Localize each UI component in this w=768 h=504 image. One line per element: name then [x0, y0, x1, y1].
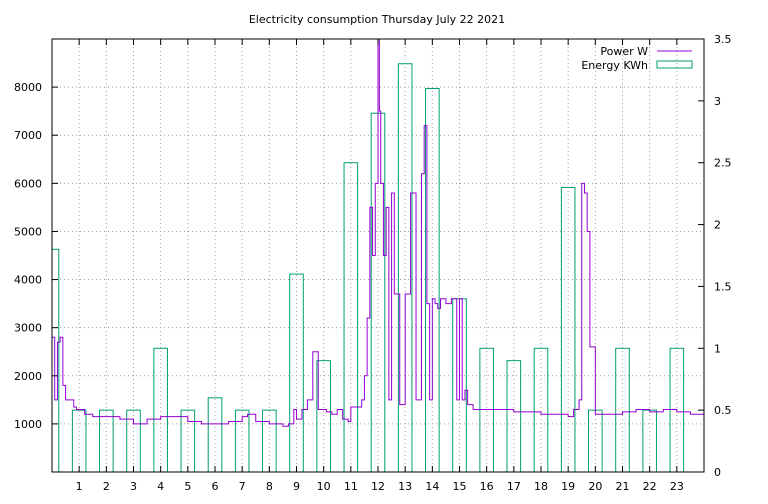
y-right-tick-label: 0: [714, 466, 721, 479]
energy-bar: [425, 87, 440, 473]
x-tick-label: 13: [398, 480, 412, 493]
x-tick-label: 11: [344, 480, 358, 493]
y-left-tick-label: 1000: [14, 418, 42, 431]
x-tick-label: 21: [616, 480, 630, 493]
x-tick-label: 20: [588, 480, 602, 493]
energy-bar: [207, 397, 223, 473]
power-line: [52, 38, 705, 427]
x-tick-label: 4: [157, 480, 164, 493]
legend-label-energy: Energy KWh: [581, 59, 648, 72]
y-right-tick-label: 3.5: [714, 33, 732, 46]
x-tick-label: 12: [371, 480, 385, 493]
energy-series: [51, 63, 685, 473]
y-left-tick-label: 3000: [14, 322, 42, 335]
y-left-tick-label: 6000: [14, 177, 42, 190]
energy-bar: [343, 162, 359, 473]
axis-ticks: 1 2 3 4 5 6 7 8 9 10 11 12 13 14 15 16 17 18 19 20 21 22 23100…: [14, 33, 732, 493]
y-left-tick-label: 5000: [14, 225, 42, 238]
x-tick-label: 19: [561, 480, 575, 493]
x-tick-label: 2: [103, 480, 110, 493]
x-tick-label: 7: [239, 480, 246, 493]
y-right-tick-label: 2: [714, 219, 721, 232]
y-left-tick-label: 8000: [14, 81, 42, 94]
x-tick-label: 5: [184, 480, 191, 493]
legend-swatch-energy: [656, 60, 693, 69]
energy-bar: [479, 347, 494, 473]
y-left-tick-label: 7000: [14, 129, 42, 142]
x-tick-label: 1: [76, 480, 83, 493]
x-tick-label: 8: [266, 480, 273, 493]
y-right-tick-label: 1: [714, 342, 721, 355]
y-right-tick-label: 3: [714, 95, 721, 108]
x-tick-label: 3: [130, 480, 137, 493]
power-series: [52, 38, 705, 427]
x-tick-label: 15: [453, 480, 467, 493]
x-tick-label: 22: [643, 480, 657, 493]
y-right-tick-label: 0.5: [714, 404, 732, 417]
x-tick-label: 18: [534, 480, 548, 493]
x-tick-label: 16: [480, 480, 494, 493]
x-tick-label: 9: [293, 480, 300, 493]
x-tick-label: 10: [317, 480, 331, 493]
x-tick-label: 23: [670, 480, 684, 493]
x-tick-label: 6: [212, 480, 219, 493]
y-left-tick-label: 2000: [14, 370, 42, 383]
legend-label-power: Power W: [600, 45, 648, 58]
y-left-tick-label: 4000: [14, 274, 42, 287]
y-right-tick-label: 1.5: [714, 280, 732, 293]
x-tick-label: 14: [425, 480, 439, 493]
chart-title: Electricity consumption Thursday July 22…: [249, 13, 505, 26]
legend: Power W Energy KWh: [581, 45, 693, 72]
energy-bar: [533, 347, 549, 473]
x-tick-label: 17: [507, 480, 521, 493]
y-right-tick-label: 2.5: [714, 157, 732, 170]
energy-bar: [153, 347, 168, 473]
energy-bar: [560, 186, 576, 473]
energy-bar: [615, 347, 630, 473]
